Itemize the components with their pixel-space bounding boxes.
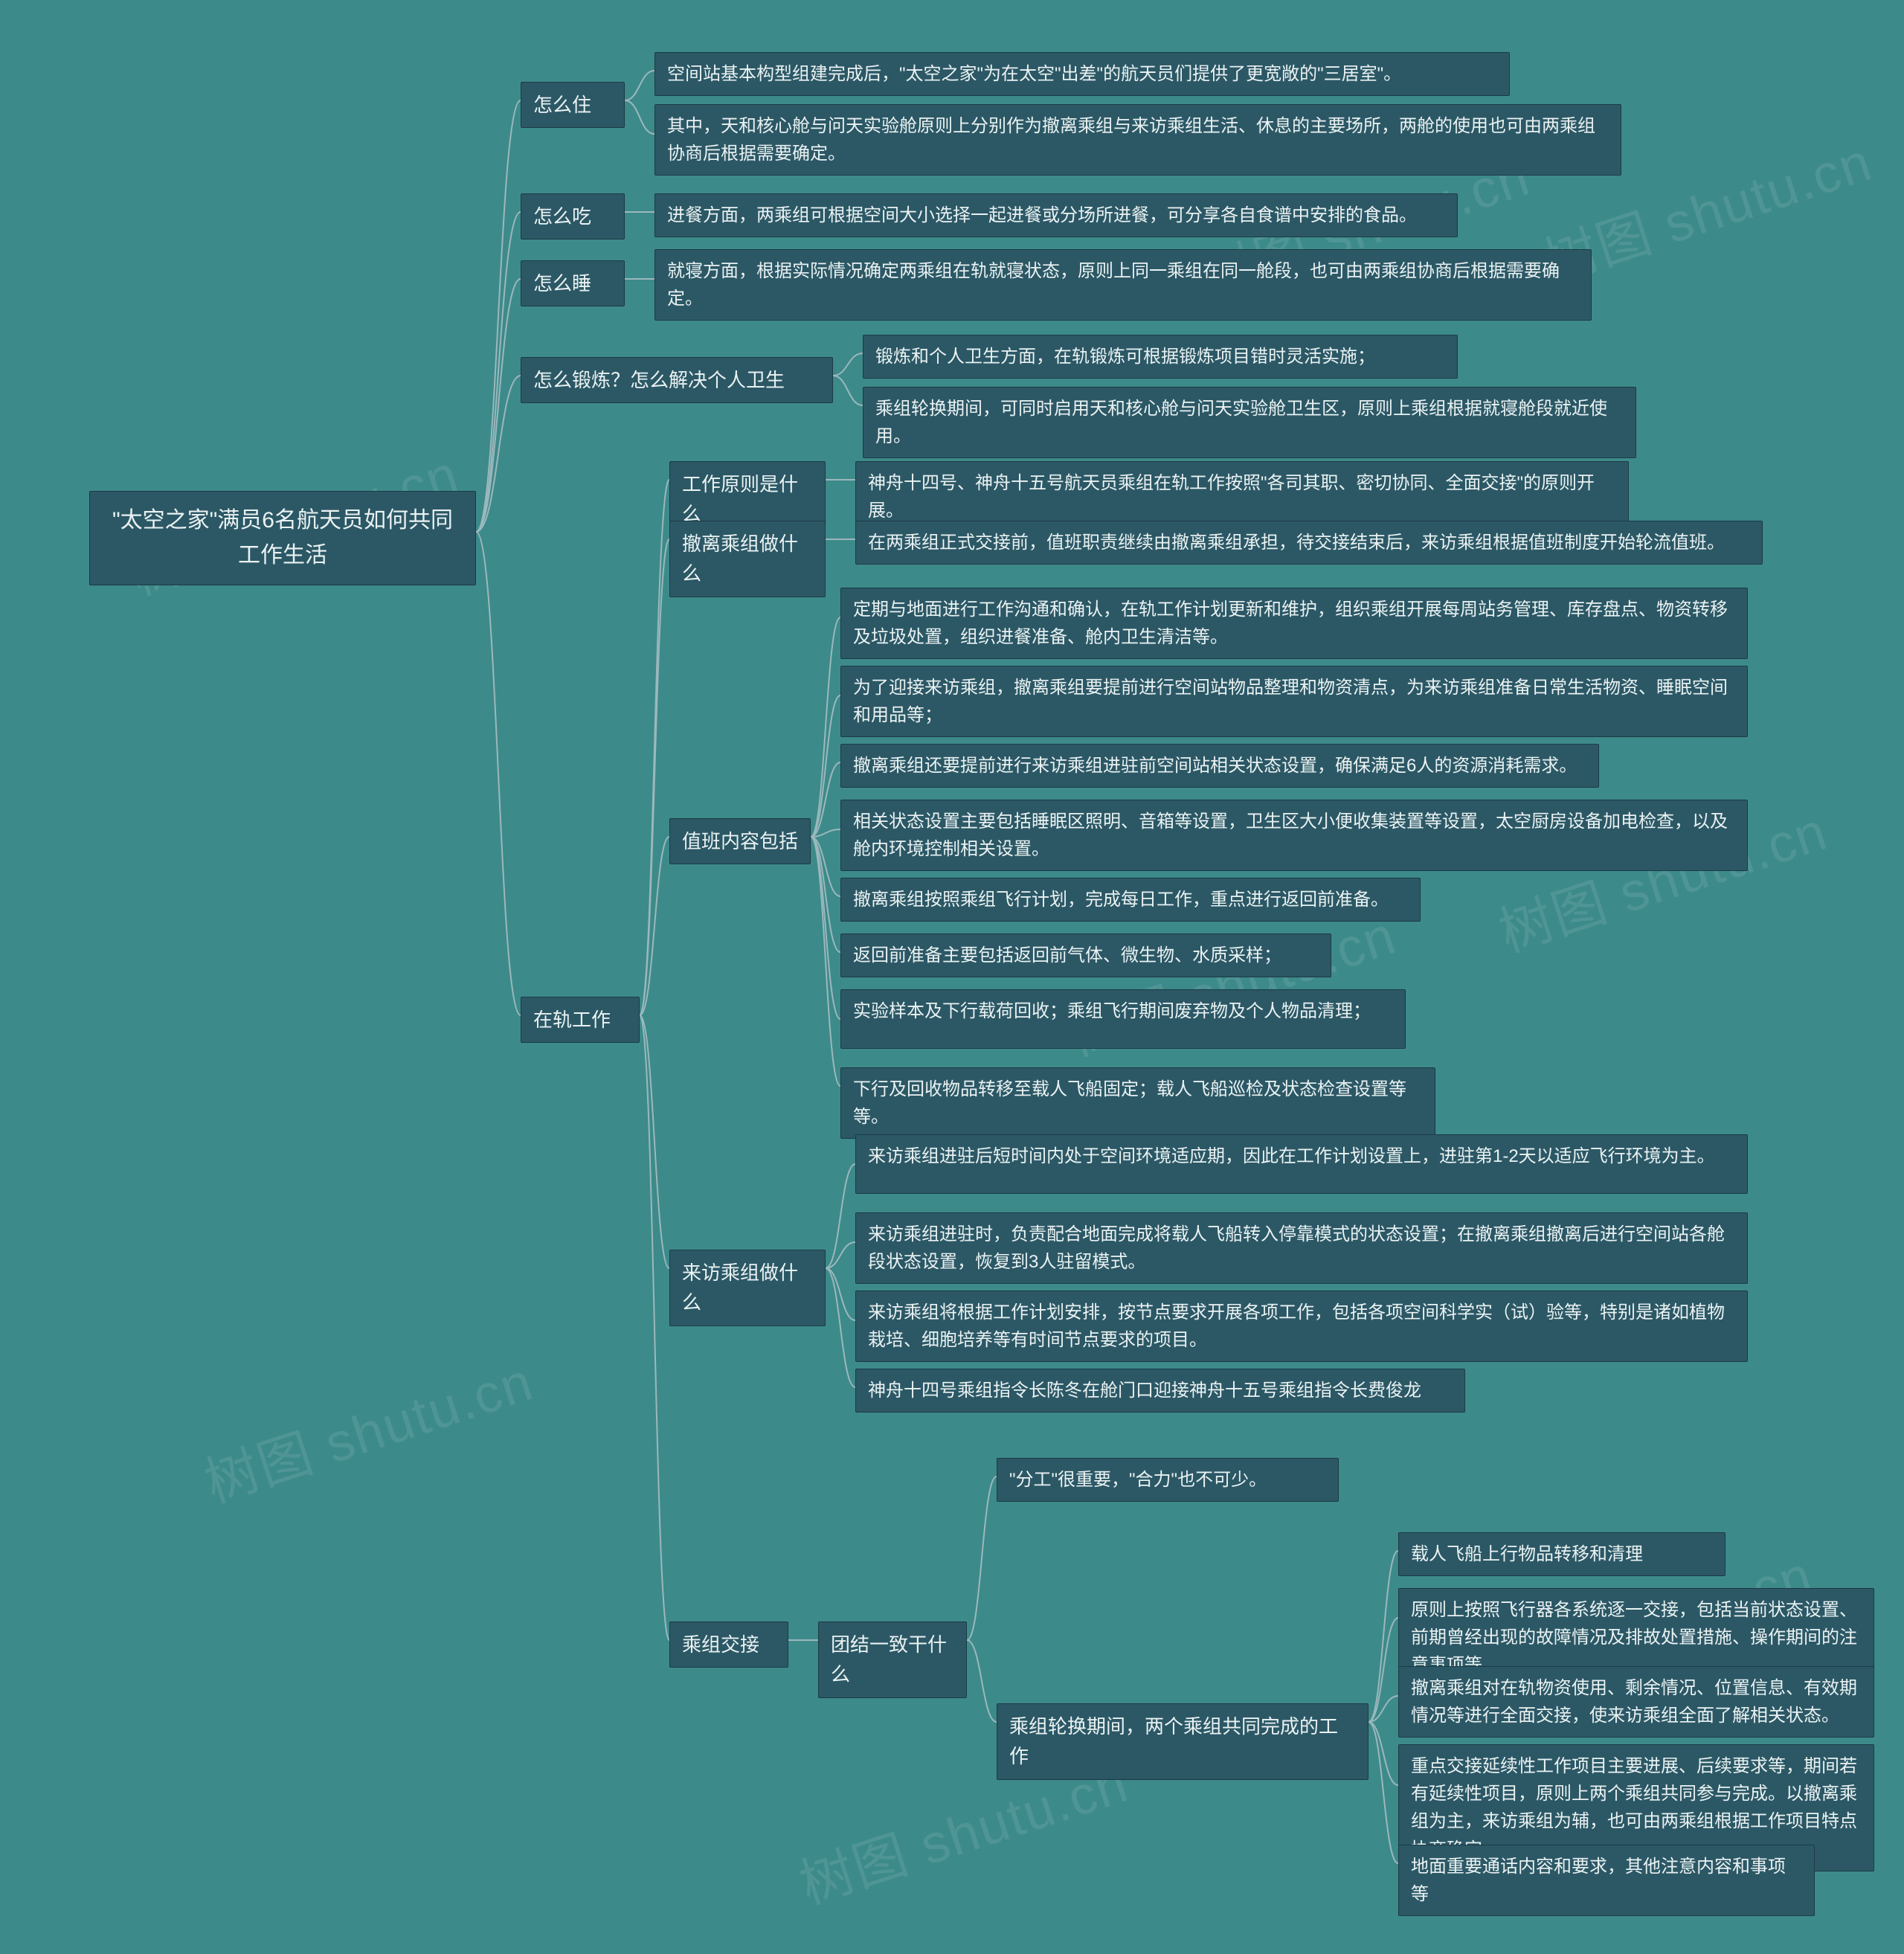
connector [826, 1268, 855, 1320]
connector [811, 695, 840, 837]
node-b4a: 锻炼和个人卫生方面，在轨锻炼可根据锻炼项目错时灵活实施； [863, 335, 1458, 379]
node-t2a: 载人飞船上行物品转移和清理 [1398, 1532, 1726, 1576]
connector [811, 837, 840, 952]
node-b1b: 其中，天和核心舱与问天实验舱原则上分别作为撤离乘组与来访乘组生活、休息的主要场所… [654, 104, 1621, 176]
node-t1: 团结一致干什么 [818, 1622, 967, 1698]
node-b5: 在轨工作 [521, 997, 640, 1043]
node-t2: 乘组轮换期间，两个乘组共同完成的工作 [997, 1703, 1368, 1780]
connector [625, 100, 654, 134]
connector [811, 837, 840, 1019]
connector [1368, 1551, 1398, 1722]
connector [811, 762, 840, 837]
connector [640, 837, 669, 1015]
connector [640, 480, 669, 1015]
connector [625, 71, 654, 100]
connector [826, 1164, 855, 1268]
connector [811, 837, 840, 1086]
node-b2a: 进餐方面，两乘组可根据空间大小选择一起进餐或分场所进餐，可分享各自食谱中安排的食… [654, 193, 1458, 237]
node-w3: 值班内容包括 [669, 818, 811, 864]
connector [967, 1640, 997, 1722]
node-w4d: 神舟十四号乘组指令长陈冬在舱门口迎接神舟十五号乘组指令长费俊龙 [855, 1369, 1465, 1413]
connector [640, 1015, 669, 1268]
node-w3c: 撤离乘组还要提前进行来访乘组进驻前空间站相关状态设置，确保满足6人的资源消耗需求… [840, 744, 1599, 788]
node-w5: 乘组交接 [669, 1622, 788, 1668]
connector [811, 837, 840, 896]
connector [476, 532, 521, 1015]
node-t1a: "分工"很重要，"合力"也不可少。 [997, 1458, 1339, 1502]
connector [1368, 1722, 1398, 1785]
connector [476, 100, 521, 532]
node-b1: 怎么住 [521, 82, 625, 128]
watermark: 树图 shutu.cn [193, 1337, 541, 1517]
connector [833, 353, 863, 376]
node-w3d: 相关状态设置主要包括睡眠区照明、音箱等设置，卫生区大小便收集装置等设置，太空厨房… [840, 800, 1748, 871]
mindmap-stage: 树图 shutu.cn树图 shutu.cn树图 shutu.cn树图 shut… [0, 0, 1904, 1954]
node-w2a: 在两乘组正式交接前，值班职责继续由撤离乘组承担，待交接结束后，来访乘组根据值班制… [855, 521, 1763, 565]
connector [640, 1015, 669, 1640]
connector [1368, 1722, 1398, 1863]
node-w3b: 为了迎接来访乘组，撤离乘组要提前进行空间站物品整理和物资清点，为来访乘组准备日常… [840, 666, 1748, 737]
node-w3h: 下行及回收物品转移至载人飞船固定；载人飞船巡检及状态检查设置等等。 [840, 1067, 1435, 1139]
node-w4: 来访乘组做什么 [669, 1250, 826, 1326]
connector [826, 1242, 855, 1268]
node-b3: 怎么睡 [521, 260, 625, 306]
connector [811, 829, 840, 837]
node-w4c: 来访乘组将根据工作计划安排，按节点要求开展各项工作，包括各项空间科学实（试）验等… [855, 1291, 1748, 1362]
connector [1368, 1696, 1398, 1722]
connector [811, 617, 840, 837]
connector [476, 212, 521, 532]
connector [1368, 1618, 1398, 1722]
connector [476, 376, 521, 532]
node-b1a: 空间站基本构型组建完成后，"太空之家"为在太空"出差"的航天员们提供了更宽敞的"… [654, 52, 1510, 96]
node-w3f: 返回前准备主要包括返回前气体、微生物、水质采样； [840, 933, 1331, 977]
connector [640, 539, 669, 1015]
connector [826, 1268, 855, 1387]
node-w3g: 实验样本及下行载荷回收；乘组飞行期间废弃物及个人物品清理； [840, 989, 1406, 1049]
node-w4a: 来访乘组进驻后短时间内处于空间环境适应期，因此在工作计划设置上，进驻第1-2天以… [855, 1134, 1748, 1194]
connector [476, 279, 521, 532]
node-b4: 怎么锻炼？怎么解决个人卫生 [521, 357, 833, 403]
node-b4b: 乘组轮换期间，可同时启用天和核心舱与问天实验舱卫生区，原则上乘组根据就寝舱段就近… [863, 387, 1636, 458]
node-w3e: 撤离乘组按照乘组飞行计划，完成每日工作，重点进行返回前准备。 [840, 878, 1421, 922]
connector [833, 376, 863, 405]
node-t2c: 撤离乘组对在轨物资使用、剩余情况、位置信息、有效期情况等进行全面交接，使来访乘组… [1398, 1666, 1874, 1738]
node-root: "太空之家"满员6名航天员如何共同工作生活 [89, 491, 476, 585]
node-w3a: 定期与地面进行工作沟通和确认，在轨工作计划更新和维护，组织乘组开展每周站务管理、… [840, 588, 1748, 659]
node-b3a: 就寝方面，根据实际情况确定两乘组在轨就寝状态，原则上同一乘组在同一舱段，也可由两… [654, 249, 1592, 321]
node-w4b: 来访乘组进驻时，负责配合地面完成将载人飞船转入停靠模式的状态设置；在撤离乘组撤离… [855, 1212, 1748, 1284]
node-t2e: 地面重要通话内容和要求，其他注意内容和事项等 [1398, 1845, 1815, 1916]
node-w2: 撤离乘组做什么 [669, 521, 826, 597]
connector [967, 1476, 997, 1640]
node-b2: 怎么吃 [521, 193, 625, 240]
